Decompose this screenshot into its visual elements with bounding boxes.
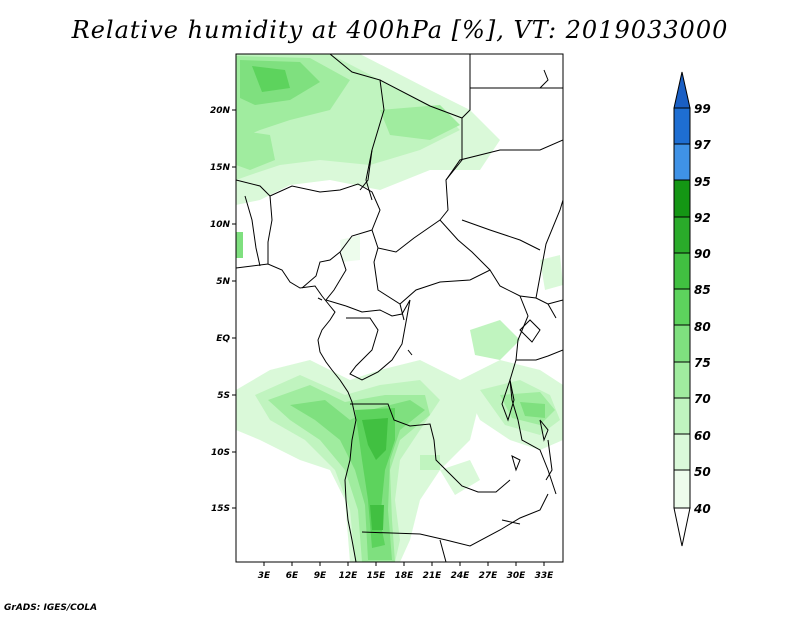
lon-label: 12E xyxy=(339,571,359,581)
colorbar-label: 92 xyxy=(694,211,711,225)
colorbar-segment xyxy=(673,288,691,326)
colorbar-label: 95 xyxy=(694,175,711,189)
lat-label: 10N xyxy=(210,220,231,230)
country-boundaries xyxy=(236,54,563,562)
colorbar-label: 60 xyxy=(694,429,711,443)
colorbar-segment xyxy=(673,216,691,254)
colorbar-segment xyxy=(673,469,691,509)
colorbar-label: 97 xyxy=(694,138,711,152)
colorbar-label: 99 xyxy=(694,102,711,116)
colorbar-label: 90 xyxy=(694,247,711,261)
colorbar-label: 85 xyxy=(694,283,711,297)
lon-label: 21E xyxy=(423,571,443,581)
lat-label: 20N xyxy=(210,106,231,116)
colorbar-segment xyxy=(673,433,691,471)
colorbar-label: 80 xyxy=(694,320,711,334)
lon-label: 30E xyxy=(507,571,527,581)
lat-label: EQ xyxy=(216,334,230,344)
colorbar-label: 40 xyxy=(693,502,711,516)
colorbar-under-arrow xyxy=(673,507,691,547)
longitude-ticks xyxy=(263,562,545,566)
longitude-labels: 3E 6E 9E 12E 15E 18E 21E 24E 27E 30E 33E xyxy=(258,571,554,581)
lat-label: 5S xyxy=(217,391,230,401)
colorbar-label: 70 xyxy=(694,392,711,406)
lon-label: 33E xyxy=(535,571,555,581)
colorbar-label: 75 xyxy=(694,356,711,370)
lon-label: 15E xyxy=(367,571,387,581)
colorbar-segment xyxy=(673,179,691,218)
colorbar-segment xyxy=(673,107,691,145)
map-frame xyxy=(235,53,564,563)
latitude-labels: 20N 15N 10N 5N EQ 5S 10S 15S xyxy=(210,106,231,514)
lat-label: 10S xyxy=(211,448,230,458)
lat-label: 5N xyxy=(216,277,230,287)
colorbar: 99 97 95 92 90 85 80 75 70 60 50 40 xyxy=(673,71,711,547)
colorbar-segment xyxy=(673,397,691,435)
lon-label: 24E xyxy=(451,571,471,581)
lon-label: 6E xyxy=(286,571,299,581)
map-title: Relative humidity at 400hPa [%], VT: 201… xyxy=(71,16,729,44)
colorbar-over-arrow xyxy=(673,71,691,109)
colorbar-segment xyxy=(673,361,691,399)
credit-text: GrADS: IGES/COLA xyxy=(4,603,98,613)
lon-label: 18E xyxy=(395,571,415,581)
lat-label: 15N xyxy=(210,163,231,173)
lon-label: 27E xyxy=(479,571,499,581)
lon-label: 9E xyxy=(314,571,327,581)
colorbar-segment xyxy=(673,143,691,181)
lat-label: 15S xyxy=(211,504,230,514)
humidity-shading xyxy=(236,54,563,562)
lon-label: 3E xyxy=(258,571,271,581)
colorbar-segment xyxy=(673,252,691,290)
latitude-ticks xyxy=(232,109,236,509)
colorbar-segment xyxy=(673,324,691,363)
colorbar-label: 50 xyxy=(694,465,711,479)
